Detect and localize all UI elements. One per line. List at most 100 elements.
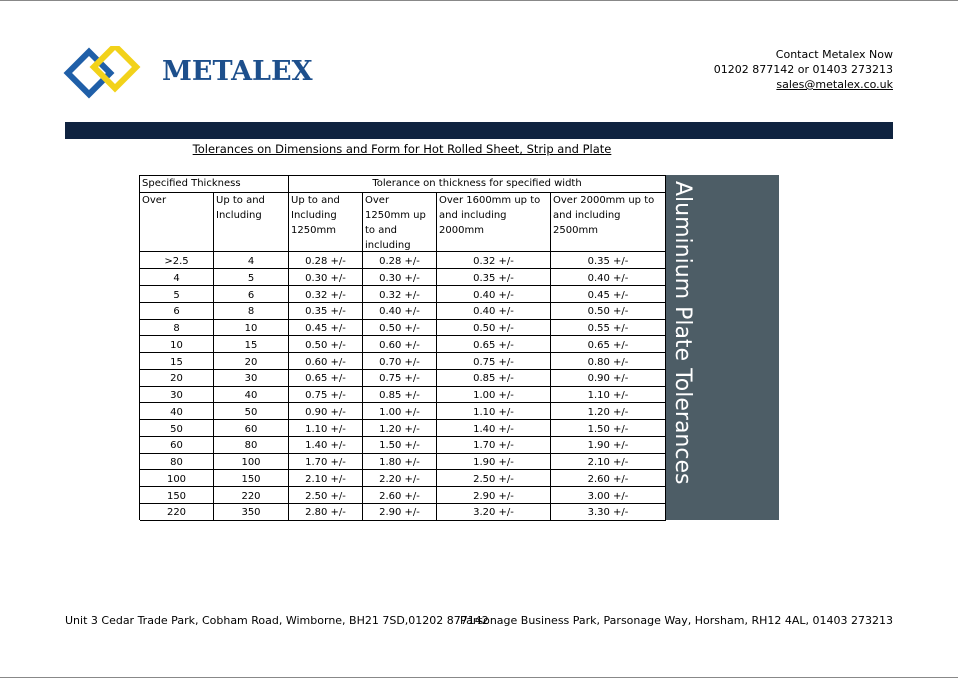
logo [63, 46, 141, 99]
top-border [0, 0, 958, 1]
table-cell: 0.32 +/- [437, 252, 551, 270]
table-cell: 6 [214, 285, 289, 303]
table-cell: 0.80 +/- [551, 352, 666, 370]
sidebar-text: Aluminium Plate Tolerances [670, 181, 695, 485]
brand: METALEX [162, 56, 313, 87]
header-bar [65, 122, 893, 139]
table-cell: 2.20 +/- [363, 469, 437, 487]
table-cell: 0.65 +/- [437, 335, 551, 353]
table-cell: 2.10 +/- [289, 469, 363, 487]
table-cell: 0.85 +/- [363, 386, 437, 404]
table-cell: 0.28 +/- [289, 252, 363, 270]
table-cell: 1.20 +/- [363, 419, 437, 437]
contact: Contact Metalex Now 01202 877142 or 0140… [714, 47, 893, 92]
column-header: Over [140, 193, 214, 252]
table-cell: 0.50 +/- [289, 335, 363, 353]
table-cell: 1.40 +/- [437, 419, 551, 437]
bottom-border [0, 677, 958, 678]
table-cell: 0.30 +/- [289, 268, 363, 286]
table-cell: 20 [140, 369, 214, 387]
table-cell: 8 [214, 302, 289, 320]
table-cell: 0.40 +/- [437, 285, 551, 303]
column-header: Up to and Including 1250mm [289, 193, 363, 252]
column-header: Up to and Including [214, 193, 289, 252]
table-cell: 80 [140, 453, 214, 471]
table-cell: 0.85 +/- [437, 369, 551, 387]
table-cell: 1.70 +/- [437, 436, 551, 454]
table-cell: 10 [140, 335, 214, 353]
table-cell: >2.5 [140, 252, 214, 270]
table-cell: 15 [214, 335, 289, 353]
table-cell: 1.10 +/- [551, 386, 666, 404]
column-header: Over 1250mm up to and including 1600mm [363, 193, 437, 252]
contact-title: Contact Metalex Now [775, 48, 893, 61]
sidebar: Aluminium Plate Tolerances [666, 175, 779, 520]
column-header: Over 1600mm up to and including 2000mm [437, 193, 551, 252]
table-cell: 0.32 +/- [363, 285, 437, 303]
table-cell: 0.65 +/- [551, 335, 666, 353]
table-cell: 1.70 +/- [289, 453, 363, 471]
table-cell: 60 [140, 436, 214, 454]
table-cell: 0.75 +/- [289, 386, 363, 404]
table-cell: 1.10 +/- [437, 402, 551, 420]
table-cell: 8 [140, 319, 214, 337]
table-cell: 20 [214, 352, 289, 370]
table-cell: 220 [214, 486, 289, 504]
table-cell: 0.35 +/- [437, 268, 551, 286]
group-header: Specified Thickness [140, 176, 289, 193]
table-cell: 1.80 +/- [363, 453, 437, 471]
table-cell: 0.60 +/- [289, 352, 363, 370]
table-cell: 2.80 +/- [289, 503, 363, 521]
table-cell: 350 [214, 503, 289, 521]
table-cell: 0.70 +/- [363, 352, 437, 370]
table-cell: 50 [214, 402, 289, 420]
table-cell: 2.90 +/- [437, 486, 551, 504]
table-cell: 1.10 +/- [289, 419, 363, 437]
table-cell: 4 [140, 268, 214, 286]
table-cell: 40 [140, 402, 214, 420]
table-cell: 0.32 +/- [289, 285, 363, 303]
table-cell: 2.10 +/- [551, 453, 666, 471]
table-cell: 0.35 +/- [289, 302, 363, 320]
table-cell: 0.75 +/- [437, 352, 551, 370]
table-cell: 220 [140, 503, 214, 521]
table-cell: 60 [214, 419, 289, 437]
tolerance-table: Specified Thickness Tolerance on thicknes… [139, 175, 666, 521]
table-cell: 0.50 +/- [551, 302, 666, 320]
table-cell: 0.45 +/- [289, 319, 363, 337]
table-cell: 0.45 +/- [551, 285, 666, 303]
table-cell: 1.90 +/- [551, 436, 666, 454]
column-header: Over 2000mm up to and including 2500mm [551, 193, 666, 252]
table-cell: 0.28 +/- [363, 252, 437, 270]
table-cell: 2.50 +/- [437, 469, 551, 487]
table-cell: 3.30 +/- [551, 503, 666, 521]
table-cell: 2.60 +/- [551, 469, 666, 487]
table-cell: 0.75 +/- [363, 369, 437, 387]
table-cell: 1.40 +/- [289, 436, 363, 454]
footer-left: Unit 3 Cedar Trade Park, Cobham Road, Wi… [65, 614, 489, 627]
table-cell: 0.60 +/- [363, 335, 437, 353]
table-cell: 5 [214, 268, 289, 286]
table-cell: 1.00 +/- [363, 402, 437, 420]
table-cell: 30 [214, 369, 289, 387]
table-cell: 1.50 +/- [551, 419, 666, 437]
table-cell: 40 [214, 386, 289, 404]
table-cell: 10 [214, 319, 289, 337]
table-cell: 1.50 +/- [363, 436, 437, 454]
table-cell: 0.50 +/- [363, 319, 437, 337]
table-cell: 0.40 +/- [363, 302, 437, 320]
table-cell: 30 [140, 386, 214, 404]
table-cell: 3.20 +/- [437, 503, 551, 521]
table-cell: 150 [140, 486, 214, 504]
table-cell: 0.30 +/- [363, 268, 437, 286]
table-cell: 50 [140, 419, 214, 437]
table-cell: 1.00 +/- [437, 386, 551, 404]
table-cell: 80 [214, 436, 289, 454]
table-cell: 2.60 +/- [363, 486, 437, 504]
table-cell: 3.00 +/- [551, 486, 666, 504]
table-cell: 0.50 +/- [437, 319, 551, 337]
contact-email[interactable]: sales@metalex.co.uk [776, 78, 893, 91]
table-cell: 0.40 +/- [437, 302, 551, 320]
table-cell: 0.35 +/- [551, 252, 666, 270]
